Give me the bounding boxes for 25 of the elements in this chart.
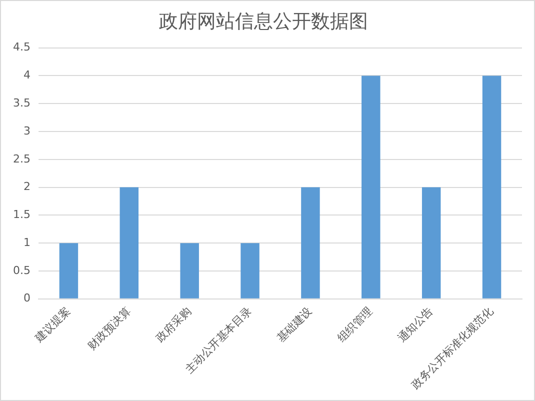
- y-tick-label: 4: [23, 68, 30, 82]
- y-tick-label: 0.5: [12, 264, 30, 277]
- x-tick-label: 基础建设: [274, 304, 315, 345]
- bar: [301, 187, 320, 298]
- bar: [362, 76, 380, 298]
- chart-title: 政府网站信息公开数据图: [159, 10, 368, 32]
- x-tick-label: 财政预决算: [85, 304, 134, 353]
- y-tick-label: 3.5: [12, 96, 30, 110]
- x-tick-label: 政府采购: [153, 304, 194, 345]
- y-tick-label: 2: [23, 180, 30, 194]
- y-tick-label: 4.5: [12, 40, 30, 54]
- x-tick-label: 建议提案: [32, 304, 73, 346]
- y-tick-label: 1: [23, 236, 30, 249]
- bar: [240, 243, 260, 298]
- bar: [59, 243, 78, 298]
- bar: [482, 76, 502, 298]
- y-tick-label: 3: [23, 124, 30, 138]
- y-tick-label: 0: [23, 292, 30, 305]
- x-tick-label: 组织管理: [334, 304, 376, 345]
- bar: [422, 187, 441, 298]
- bar: [180, 243, 199, 298]
- x-tick-label: 通知公告: [395, 304, 436, 345]
- bar: [120, 187, 139, 298]
- y-tick-label: 2.5: [12, 152, 30, 166]
- y-tick-label: 1.5: [12, 208, 30, 222]
